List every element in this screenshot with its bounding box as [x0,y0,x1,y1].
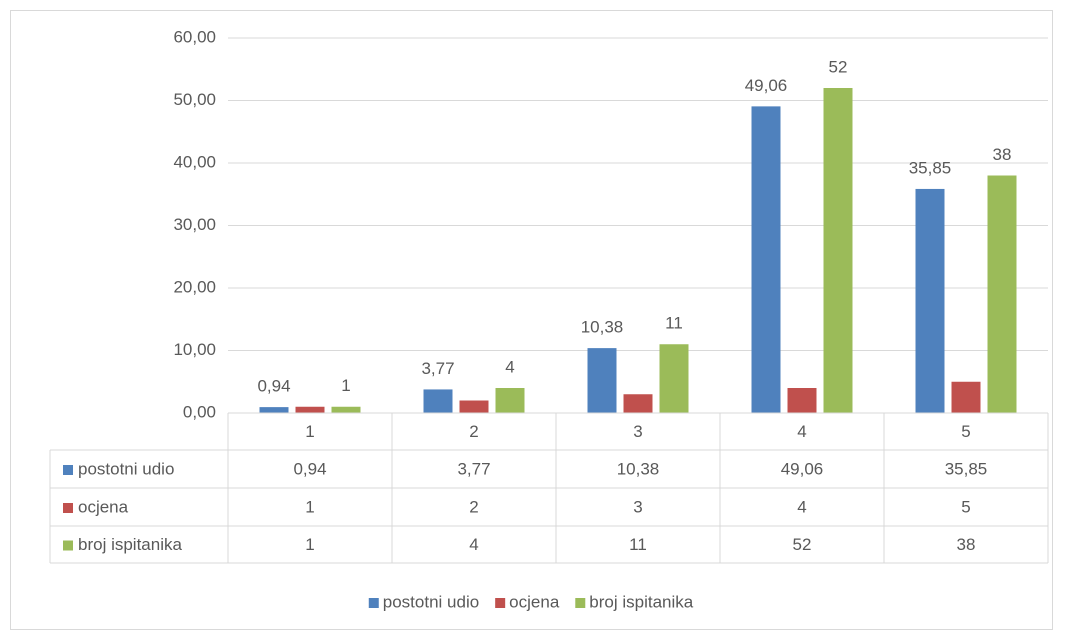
x-tick-label: 5 [961,422,970,441]
y-tick-label: 60,00 [173,27,216,46]
y-tick-label: 10,00 [173,340,216,359]
bar [987,175,1017,413]
bar [423,389,453,413]
x-tick-label: 2 [469,422,478,441]
table-cell: 2 [469,497,478,516]
bar [787,388,817,413]
legend-key [495,598,506,608]
bar [659,344,689,413]
legend-key [575,598,586,608]
table-cell: 1 [305,535,314,554]
bar [331,406,361,413]
x-tick-label: 1 [305,422,314,441]
bar [751,106,781,413]
legend-item: broj ispitanika [575,592,694,611]
table-cell: 1 [305,497,314,516]
table-legend-key [63,465,73,475]
x-tick-label: 4 [797,422,806,441]
table-row-header: broj ispitanika [78,535,182,554]
data-label: 10,38 [581,318,624,337]
data-label: 49,06 [745,76,788,95]
table-cell: 52 [793,535,812,554]
table-cell: 0,94 [293,459,326,478]
table-cell: 3 [633,497,642,516]
bar [459,400,489,413]
bar [295,406,325,413]
table-cell: 5 [961,497,970,516]
bar [623,394,653,413]
y-tick-label: 40,00 [173,152,216,171]
table-legend-key [63,540,73,551]
table-cell: 38 [957,535,976,554]
table-cell: 11 [629,535,647,554]
y-tick-label: 50,00 [173,90,216,109]
data-label: 3,77 [421,359,454,378]
bar [259,407,289,413]
table-row-header: ocjena [78,497,129,516]
legend-label: ocjena [509,592,560,611]
bar [587,348,617,413]
legend-item: postotni udio [368,592,479,611]
table-cell: 4 [469,535,478,554]
data-label: 4 [505,357,514,376]
bar [951,381,981,413]
data-label: 35,85 [909,158,952,177]
table-legend-key [63,503,73,513]
legend-label: broj ispitanika [589,592,693,611]
data-label: 1 [341,376,350,395]
data-label: 0,94 [257,377,290,396]
table-cell: 4 [797,497,806,516]
bar [495,388,525,413]
x-tick-label: 3 [633,422,642,441]
y-tick-label: 0,00 [183,402,216,421]
data-label: 52 [829,57,848,76]
data-label: 11 [665,314,683,333]
legend-item: ocjena [495,592,560,611]
bar [823,88,853,413]
y-tick-label: 20,00 [173,277,216,296]
table-cell: 3,77 [457,459,490,478]
legend-key [368,598,379,608]
table-cell: 10,38 [617,459,660,478]
bar [915,188,945,413]
table-cell: 49,06 [781,459,824,478]
table-row-header: postotni udio [78,459,174,478]
legend-label: postotni udio [383,592,479,611]
table-cell: 35,85 [945,459,988,478]
data-label: 38 [993,145,1012,164]
y-tick-label: 30,00 [173,215,216,234]
